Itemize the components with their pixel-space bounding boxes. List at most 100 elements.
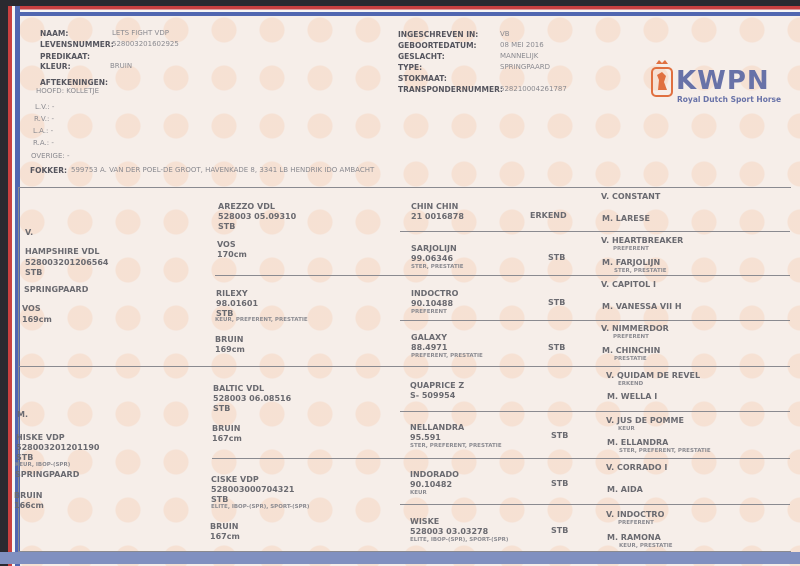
gp-predicates: KEUR, PREFERENT, PRESTATIE [215,317,308,323]
ggg-sire: V. JUS DE POMME [606,416,684,425]
divider [400,411,790,412]
ggg-sire: V. CAPITOL I [601,280,657,289]
gp-height: 169cm [215,345,245,354]
gp-book: STB [216,309,234,318]
ggg-dam: M. RAMONA [607,533,661,542]
gp-name: CISKE VDP [211,475,259,484]
ggg-sire: V. CONSTANT [601,192,661,201]
sire-number: 528003201206564 [25,258,109,267]
ggp-book: ERKEND [530,211,567,220]
ggp-predicates: PREFERENT, PRESTATIE [411,353,483,359]
ggg-sire-predicates: KEUR [618,426,635,432]
ggp-number: 99.06346 [411,254,454,263]
dam-prefix: M. [17,410,28,419]
ggg-sire: V. HEARTBREAKER [601,236,684,245]
naam-value: LETS FIGHT VDP [112,29,169,37]
logo-text: KWPN [676,66,770,96]
levensnummer-label: LEVENSNUMMER: [40,40,114,49]
kwpn-logo: KWPN Royal Dutch Sport Horse [650,58,781,104]
fokker-label: FOKKER: [30,166,68,175]
stokmaat-label: STOKMAAT: [398,74,447,83]
geboortedatum-value: 08 MEI 2016 [500,41,544,49]
naam-label: NAAM: [40,29,69,38]
ggp-name: GALAXY [411,333,448,342]
sire-name: HAMPSHIRE VDL [25,247,100,256]
divider [400,320,790,321]
pedigree-table [18,187,791,552]
ingeschreven-label: INGESCHREVEN IN: [398,30,479,39]
ggp-predicates: ELITE, IBOP-(SPR), SPORT-(SPR) [410,537,509,543]
gp-color: BRUIN [212,424,241,433]
ggp-number: 90.10482 [410,480,453,489]
ggp-book: STB [548,298,566,307]
type-value: SPRINGPAARD [500,63,551,71]
ggp-number: 88.4971 [411,343,448,352]
dam-color: BRUIN [14,491,43,500]
sire-dam-divider [18,366,790,367]
predikaat-label: PREDIKAAT: [40,52,90,61]
ggg-dam-predicates: PRESTATIE [614,356,647,362]
ggp-name: QUAPRICE Z [410,381,465,390]
geboortedatum-label: GEBOORTEDATUM: [398,41,477,50]
gp-book: STB [211,495,229,504]
gp-book: STB [218,222,236,231]
dam-height: 166cm [14,501,44,510]
ggg-sire-predicates: ERKEND [618,381,644,387]
flag-stripe-left [8,6,20,566]
transponder-value: 528210004261787 [500,85,567,93]
geslacht-label: GESLACHT: [398,52,445,61]
ingeschreven-value: VB [500,30,510,38]
lion-crest-icon [651,60,673,97]
logo-subtitle: Royal Dutch Sport Horse [677,95,782,104]
ggg-dam: M. AIDA [607,485,643,494]
ggg-sire: V. CORRADO I [606,463,668,472]
ggg-dam: M. ELLANDRA [607,438,669,447]
ggp-predicates: STER, PRESTATIE [411,264,464,270]
geslacht-value: MANNELIJK [500,52,539,60]
ggg-dam: M. WELLA I [607,392,658,401]
ggp-number: 21 0016878 [411,212,464,221]
kleur-value: BRUIN [110,62,133,70]
ggg-dam-predicates: STER, PRESTATIE [614,268,667,274]
ggp-predicates: PREFERENT [411,309,447,315]
ggg-sire: V. QUIDAM DE REVEL [606,371,701,380]
gp-height: 170cm [217,250,247,259]
ggp-book: STB [551,431,569,440]
gp-number: 528003000704321 [211,485,295,494]
ggp-number: 95.591 [410,433,441,442]
hoofd-marking: HOOFD: KOLLETJE [36,87,99,95]
flag-stripe-top [8,6,800,16]
gp-predicates: ELITE, IBOP-(SPR), SPORT-(SPR) [211,504,310,510]
aftekeningen-label: AFTEKENINGEN: [40,78,109,87]
type-label: TYPE: [398,63,423,72]
gp-name: AREZZO VDL [218,202,275,211]
divider [212,458,790,459]
bottom-edge [0,552,800,564]
ggp-book: STB [551,526,569,535]
transponder-label: TRANSPONDERNUMMER: [398,85,503,94]
ggg-sire: V. INDOCTRO [606,510,665,519]
ggg-dam: M. LARESE [602,214,650,223]
gp-book: STB [213,404,231,413]
ggg-sire-predicates: PREFERENT [618,520,654,526]
ggg-sire: V. NIMMERDOR [601,324,669,333]
gp-number: 98.01601 [216,299,259,308]
gp-number: 528003 05.09310 [218,212,297,221]
gp-height: 167cm [212,434,242,443]
sire-prefix: V. [25,228,34,237]
sire-type: SPRINGPAARD [24,285,89,294]
gp-name: BALTIC VDL [213,384,265,393]
dam-number: 528003201201190 [16,443,100,452]
ggg-dam-predicates: KEUR, PRESTATIE [619,543,673,549]
ggp-book: STB [548,253,566,262]
marking-overige: OVERIGE: - [31,152,70,160]
ggp-number: 528003 03.03278 [410,527,489,536]
sire-book: STB [25,268,43,277]
marking-la: L.A.: - [33,127,54,135]
ggg-sire-predicates: PREFERENT [613,246,649,252]
ggg-dam-predicates: STER, PREFERENT, PRESTATIE [619,448,711,454]
ggp-number: 90.10488 [411,299,454,308]
divider [400,504,790,505]
ggg-dam: M. FARJOLIJN [602,258,661,267]
ggp-name: SARJOLIJN [411,244,457,253]
